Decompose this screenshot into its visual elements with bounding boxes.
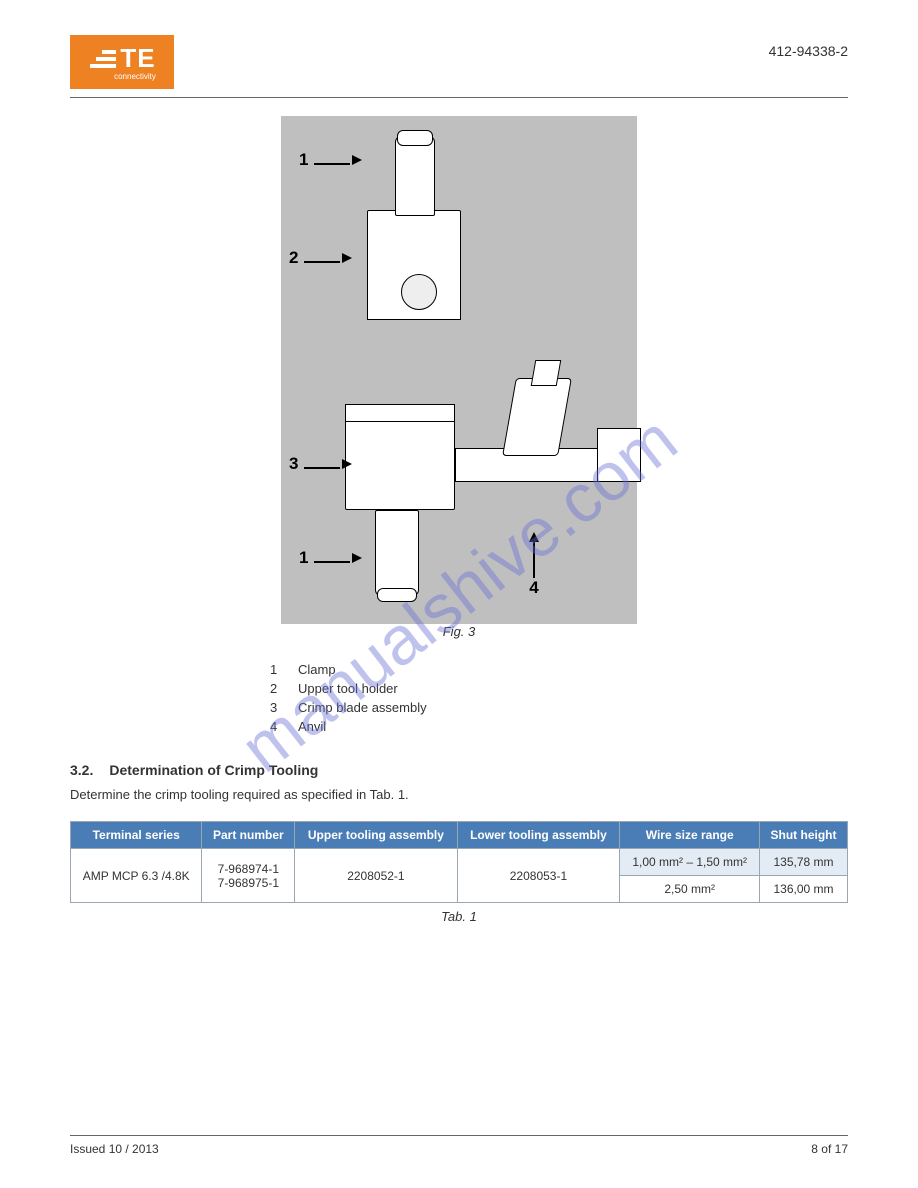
callout-1-top: 1 [299, 150, 362, 170]
figure-diagram: 1 2 3 1 4 [261, 116, 657, 624]
cell-part-number: 7-968974-1 7-968975-1 [202, 849, 295, 903]
cell-upper-tooling: 2208052-1 [295, 849, 457, 903]
crimp-blade-top-shape [345, 404, 455, 422]
callout-label: 1 [299, 548, 308, 568]
logo-subtitle: connectivity [114, 72, 156, 81]
col-lower-tooling: Lower tooling assembly [457, 822, 620, 849]
legend-text: Clamp [298, 661, 336, 680]
lower-clamp-shape [375, 510, 419, 596]
legend-num: 2 [270, 680, 286, 699]
table-row: AMP MCP 6.3 /4.8K 7-968974-1 7-968975-1 … [71, 849, 848, 876]
col-terminal-series: Terminal series [71, 822, 202, 849]
logo-brand: TE [120, 43, 155, 74]
legend-item: 3 Crimp blade assembly [270, 699, 848, 718]
footer-page: 8 of 17 [811, 1142, 848, 1156]
crimp-blade-block-shape [345, 414, 455, 510]
legend-item: 2 Upper tool holder [270, 680, 848, 699]
legend-num: 1 [270, 661, 286, 680]
col-wire-size: Wire size range [620, 822, 760, 849]
cell-wire-size: 2,50 mm² [620, 876, 760, 903]
tooling-table: Terminal series Part number Upper toolin… [70, 821, 848, 903]
cell-shut-height: 136,00 mm [760, 876, 848, 903]
cell-shut-height: 135,78 mm [760, 849, 848, 876]
anvil-tip-shape [531, 360, 562, 386]
header-divider [70, 97, 848, 98]
callout-label: 4 [529, 578, 538, 598]
legend-num: 4 [270, 718, 286, 737]
col-upper-tooling: Upper tooling assembly [295, 822, 457, 849]
cell-terminal-series: AMP MCP 6.3 /4.8K [71, 849, 202, 903]
logo-bars-icon [88, 50, 116, 68]
section-heading: 3.2. Determination of Crimp Tooling [70, 762, 848, 778]
section-number: 3.2. [70, 762, 93, 778]
section-title: Determination of Crimp Tooling [109, 762, 318, 778]
legend-item: 1 Clamp [270, 661, 848, 680]
page-footer: Issued 10 / 2013 8 of 17 [70, 1135, 848, 1156]
col-part-number: Part number [202, 822, 295, 849]
legend-text: Upper tool holder [298, 680, 398, 699]
callout-label: 3 [289, 454, 298, 474]
upper-clamp-shape [395, 136, 435, 216]
legend-text: Anvil [298, 718, 326, 737]
callout-1-bottom: 1 [299, 548, 362, 568]
figure-caption: Fig. 3 [443, 624, 476, 639]
callout-label: 1 [299, 150, 308, 170]
anvil-end-shape [597, 428, 641, 482]
footer-issued: Issued 10 / 2013 [70, 1142, 159, 1156]
callout-3: 3 [289, 454, 352, 474]
legend-item: 4 Anvil [270, 718, 848, 737]
cell-wire-size: 1,00 mm² – 1,50 mm² [620, 849, 760, 876]
document-id: 412-94338-2 [769, 35, 848, 59]
legend-text: Crimp blade assembly [298, 699, 427, 718]
section-body: Determine the crimp tooling required as … [70, 786, 848, 805]
table-header-row: Terminal series Part number Upper toolin… [71, 822, 848, 849]
figure-legend: 1 Clamp 2 Upper tool holder 3 Crimp blad… [270, 661, 848, 736]
callout-4: 4 [529, 532, 539, 598]
callout-2: 2 [289, 248, 352, 268]
callout-label: 2 [289, 248, 298, 268]
table-caption: Tab. 1 [70, 909, 848, 924]
upper-tool-hole-shape [401, 274, 437, 310]
cell-lower-tooling: 2208053-1 [457, 849, 620, 903]
footer-divider [70, 1135, 848, 1136]
col-shut-height: Shut height [760, 822, 848, 849]
logo: TE connectivity [70, 35, 174, 89]
legend-num: 3 [270, 699, 286, 718]
lower-clamp-cap-shape [377, 588, 417, 602]
upper-clamp-cap-shape [397, 130, 433, 146]
